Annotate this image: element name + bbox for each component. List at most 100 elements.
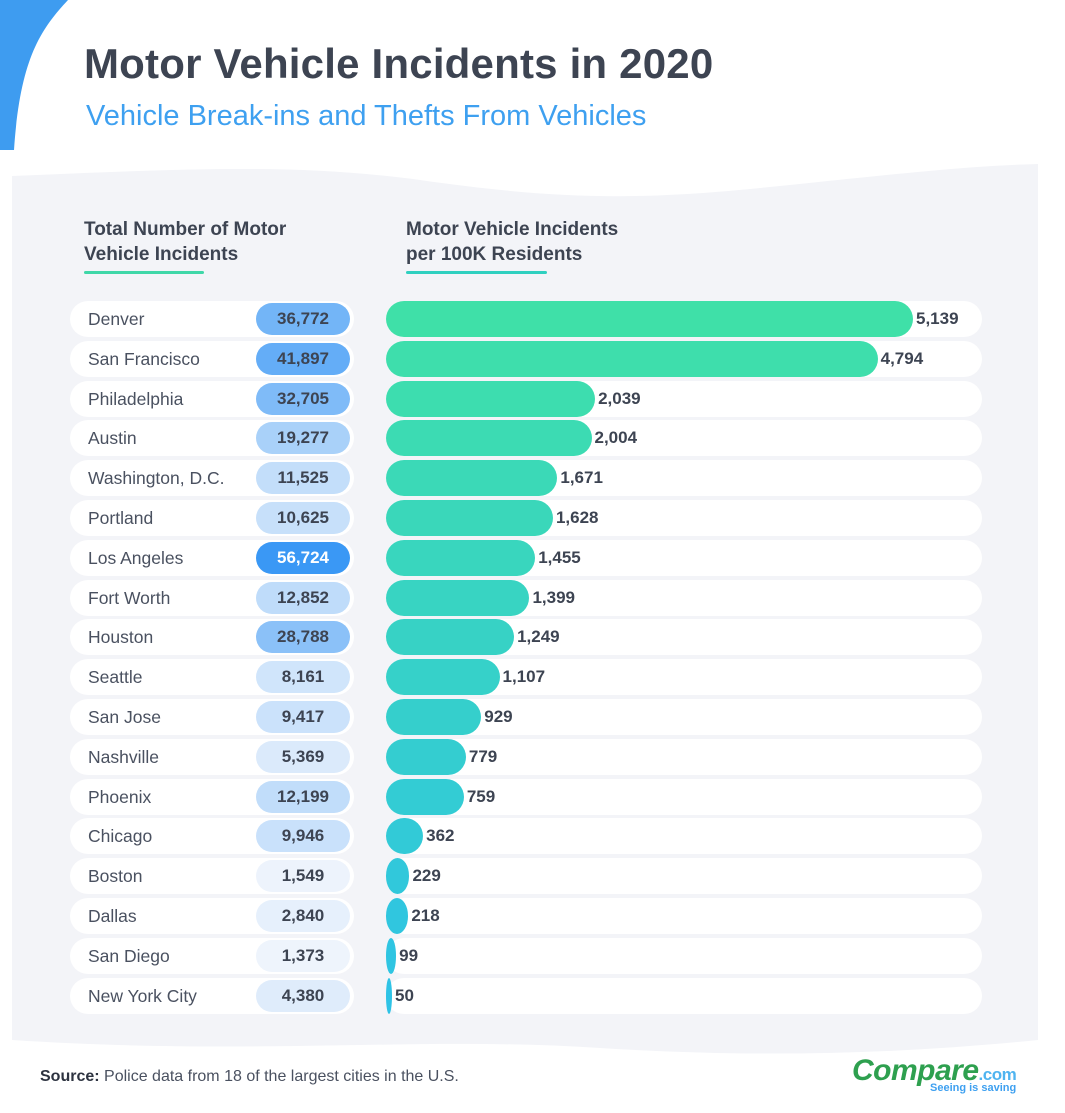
bar-track — [386, 858, 982, 895]
table-row: Austin 19,277 2,004 — [0, 420, 1065, 457]
table-row: Philadelphia 32,705 2,039 — [0, 380, 1065, 417]
source-text: Police data from 18 of the largest citie… — [99, 1068, 459, 1085]
rate-bar — [386, 977, 392, 1014]
city-label: Philadelphia — [88, 388, 184, 409]
city-label: Houston — [88, 627, 154, 648]
rate-value-label: 362 — [426, 826, 455, 846]
total-incidents-pill: 5,369 — [256, 740, 350, 773]
total-incidents-pill: 12,852 — [256, 581, 350, 614]
total-incidents-pill: 32,705 — [256, 382, 350, 415]
rate-value-label: 779 — [468, 746, 498, 766]
city-label: New York City — [88, 985, 197, 1006]
rate-bar — [386, 619, 515, 656]
rate-value-label: 759 — [466, 786, 496, 806]
rate-bar — [386, 858, 410, 895]
rate-value-label: 1,455 — [538, 547, 581, 567]
city-label: Dallas — [88, 906, 137, 926]
city-label: Phoenix — [88, 786, 152, 807]
rate-bar — [386, 380, 596, 417]
table-row: Fort Worth 12,852 1,399 — [0, 579, 1065, 616]
rate-value-label: 1,399 — [532, 587, 575, 607]
table-row: Chicago 9,946 362 — [0, 818, 1065, 855]
logo-brand: Compare.com — [852, 1054, 1017, 1088]
total-incidents-header: Total Number of Motor Vehicle Incidents — [84, 217, 374, 274]
city-label: Nashville — [88, 746, 159, 767]
rate-value-label: 2,004 — [594, 428, 638, 448]
rate-bar — [386, 818, 424, 855]
table-row: Seattle 8,161 1,107 — [0, 659, 1065, 696]
logo-tagline: Seeing is saving — [930, 1082, 1017, 1094]
table-row: Nashville 5,369 779 — [0, 738, 1065, 775]
rate-bar — [386, 738, 466, 775]
total-incidents-pill: 1,373 — [256, 939, 350, 972]
bar-track — [386, 778, 982, 815]
source-note: Source: Police data from 18 of the large… — [40, 1068, 459, 1086]
total-incidents-pill: 4,380 — [256, 979, 350, 1012]
per-100k-header-line-1: Motor Vehicle Incidents — [406, 219, 619, 240]
rate-value-label: 1,249 — [517, 627, 560, 647]
chart-subtitle: Vehicle Break-ins and Thefts From Vehicl… — [86, 100, 647, 132]
rate-bar — [386, 340, 878, 377]
per-100k-header-line-2: per 100K Residents — [406, 244, 583, 265]
corner-wave-decoration — [0, 0, 68, 150]
total-incidents-header-line-1: Total Number of Motor — [84, 219, 287, 240]
logo-brand-name: Compare — [852, 1054, 979, 1087]
rate-value-label: 1,671 — [560, 468, 603, 488]
per-100k-header-underline — [406, 271, 547, 274]
city-label: Chicago — [88, 826, 153, 847]
total-incidents-pill: 12,199 — [256, 780, 350, 813]
table-row: Los Angeles 56,724 1,455 — [0, 539, 1065, 576]
city-label: Denver — [88, 309, 145, 329]
rate-value-label: 229 — [412, 866, 441, 886]
table-row: San Diego 1,373 99 — [0, 937, 1065, 974]
city-label: Los Angeles — [88, 547, 184, 568]
total-incidents-pill: 11,525 — [256, 462, 350, 495]
city-label: Portland — [88, 508, 154, 528]
table-row: Boston 1,549 229 — [0, 858, 1065, 895]
bar-track — [386, 699, 982, 735]
bar-track — [386, 937, 982, 974]
city-label: Austin — [88, 428, 137, 449]
rate-bar — [386, 500, 553, 536]
city-label: San Diego — [88, 945, 170, 966]
rate-bar — [386, 937, 397, 974]
total-incidents-pill: 28,788 — [256, 621, 350, 654]
city-label: San Francisco — [88, 348, 200, 369]
total-incidents-pill: 2,840 — [256, 900, 350, 932]
table-row: Houston 28,788 1,249 — [0, 619, 1065, 656]
total-incidents-pill: 10,625 — [256, 502, 350, 534]
rate-bar — [386, 539, 536, 576]
city-label: Fort Worth — [88, 587, 171, 608]
bar-track — [386, 818, 982, 855]
bar-track — [386, 898, 982, 934]
rate-value-label: 4,794 — [880, 348, 924, 368]
bar-track — [386, 738, 982, 775]
compare-logo: Compare.com Seeing is saving — [852, 1054, 1032, 1098]
total-incidents-pill: 19,277 — [256, 422, 350, 455]
bar-track — [386, 977, 982, 1014]
chart-title: Motor Vehicle Incidents in 2020 — [84, 40, 714, 87]
table-row: Portland 10,625 1,628 — [0, 500, 1065, 536]
logo-suffix: .com — [978, 1065, 1017, 1084]
rate-bar — [386, 301, 913, 337]
city-label: Washington, D.C. — [88, 468, 225, 489]
rate-value-label: 1,107 — [502, 667, 546, 687]
table-row: San Jose 9,417 929 — [0, 699, 1065, 735]
rate-value-label: 2,039 — [598, 388, 641, 408]
rate-value-label: 5,139 — [916, 309, 959, 328]
table-row: San Francisco 41,897 4,794 — [0, 340, 1065, 377]
total-incidents-pill: 9,946 — [256, 820, 350, 853]
rate-value-label: 218 — [411, 906, 440, 925]
table-row: Denver 36,772 5,139 — [0, 301, 1065, 337]
rate-bar — [386, 460, 558, 497]
total-incidents-pill: 41,897 — [256, 342, 350, 375]
rate-bar — [386, 579, 530, 616]
city-label: San Jose — [88, 707, 161, 727]
total-incidents-pill: 36,772 — [256, 303, 350, 335]
rate-bar — [386, 659, 500, 696]
source-label: Source: — [40, 1068, 100, 1085]
total-incidents-pill: 56,724 — [256, 541, 350, 574]
rate-value-label: 50 — [395, 985, 414, 1005]
city-label: Seattle — [88, 667, 143, 688]
rate-value-label: 99 — [399, 945, 419, 965]
